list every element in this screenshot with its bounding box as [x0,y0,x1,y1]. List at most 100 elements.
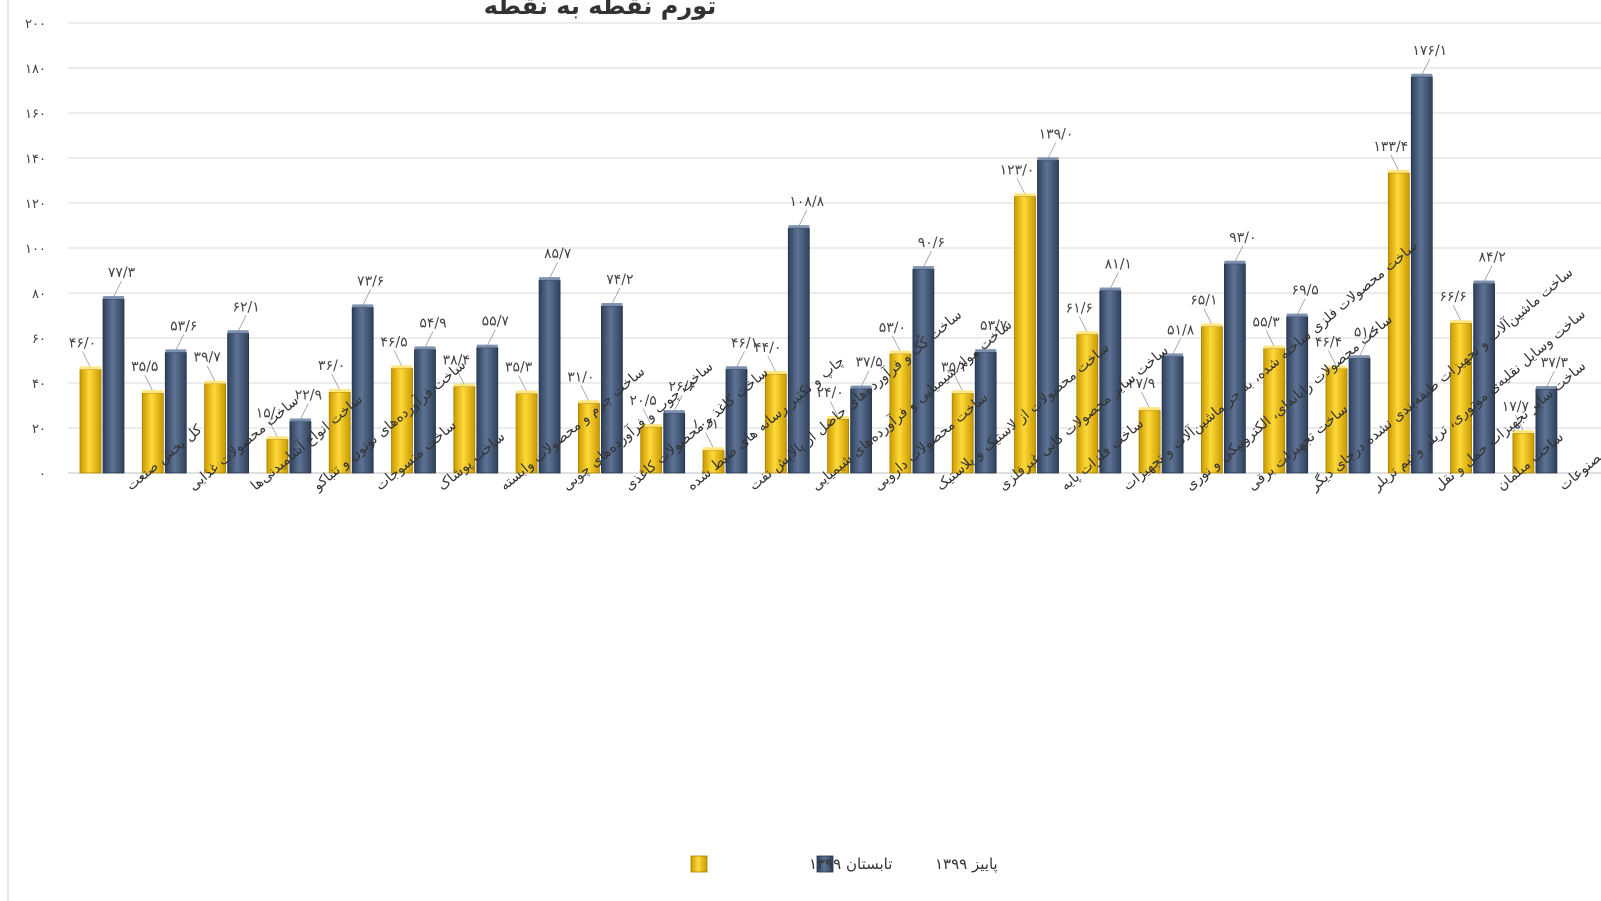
bar-cap [1388,169,1410,173]
data-label: ۵۱/۸ [1167,322,1195,338]
bar-cap [975,349,997,353]
leader-line [486,329,496,346]
data-label: ۶۲/۱ [232,299,259,315]
bar-cap [578,400,600,404]
data-label: ۹۰/۶ [918,235,945,251]
bar-cap [952,390,974,394]
bar-cap [329,389,351,392]
leader-line [1141,392,1150,409]
bar-cap [289,418,311,422]
bar-autumn-1399 [1037,159,1059,474]
y-tick-label: ۱۰۰ [25,242,46,257]
leader-line [1109,272,1119,289]
leader-line [860,370,870,387]
y-tick-label: ۱۶۰ [25,107,46,122]
data-label: ۵۴/۹ [419,315,446,331]
bar-cap [391,365,413,369]
legend-swatch [690,855,708,873]
data-label: ۶۶/۶ [1439,289,1466,305]
data-label: ۲۶/۶ [669,379,696,395]
data-label: ۴۴/۰ [754,340,781,356]
bar-cap [1014,193,1036,197]
bar-cap [827,416,849,419]
bar-cap [204,380,226,384]
data-label: ۴۶/۱ [731,335,758,351]
category-label: ساخت سایر مصنوعات [1556,397,1601,494]
data-label: ۶۱/۶ [1066,300,1093,316]
bar-cap [1349,355,1370,359]
leader-line [1390,154,1400,172]
data-label: ۵۱/۰ [1354,324,1381,340]
data-label: ۳۷/۳ [1541,355,1569,371]
data-label: ۲۴/۰ [816,385,843,401]
y-tick-label: ۶۰ [32,332,46,347]
leader-line [985,333,995,351]
bar-cap [1411,73,1433,77]
leader-line [1172,338,1181,355]
leader-line [331,373,341,391]
leader-line [269,421,278,438]
legend-label: پاییز ۱۳۹۹ [935,855,998,874]
data-label: ۵۳/۰ [879,320,906,336]
y-tick-label: ۱۲۰ [25,197,46,212]
bar-cap [142,390,164,394]
data-label: ۳۷/۵ [855,355,882,371]
bar-cap [476,344,498,348]
data-label: ۵۳/۶ [170,318,197,334]
bar-cap [912,266,934,270]
bar-cap [703,447,724,451]
data-label: ۴۶/۴ [1315,335,1342,351]
leader-line [611,287,621,305]
data-label: ۵۵/۷ [482,314,510,330]
bar-cap [889,350,911,354]
data-label: ۸۱/۱ [1105,257,1132,273]
leader-line [113,280,122,298]
data-label: ۳۶/۰ [318,358,345,374]
bar-cap [352,304,374,308]
data-label: ۳۸/۴ [443,353,470,369]
y-tick-label: ۰ [39,467,46,482]
data-label: ۱۲۳/۰ [1000,162,1035,178]
bar-cap [1162,353,1184,357]
chart-title: تورم نقطه به نقطه [484,0,717,20]
data-label: ۶۵/۱ [1190,293,1217,309]
data-label: ۱۳۳/۴ [1373,139,1408,155]
bar-cap [663,410,685,414]
bar-cap [765,371,787,374]
leader-line [206,365,216,382]
y-tick-label: ۸۰ [32,287,46,302]
bar-cap [414,346,436,350]
leader-line [424,331,434,348]
y-tick-label: ۱۴۰ [25,152,46,167]
data-label: ۸۴/۲ [1478,250,1505,266]
leader-line [829,400,839,418]
data-label: ۵۵/۳ [1253,315,1281,331]
bar-cap [1224,260,1246,264]
leader-line [580,385,590,402]
bar-cap [80,366,101,370]
data-label: ۳۹/۷ [193,350,221,366]
bar-cap [601,303,623,307]
data-label: ۱۷۶/۱ [1412,43,1447,59]
bar-autumn-1399 [102,298,125,474]
leader-line [705,432,714,449]
leader-line [1328,350,1337,367]
data-label: ۲۷/۹ [1128,376,1155,392]
y-tick-label: ۲۰ [32,422,46,437]
legend-swatch [816,855,834,873]
leader-line [1078,316,1088,333]
leader-line [1546,370,1555,388]
data-label: ۱۰۸/۸ [789,194,824,210]
leader-line [1359,340,1368,357]
data-label: ۴۶/۵ [380,334,407,350]
data-label: ۲۰/۵ [630,393,657,409]
bar-cap [726,366,747,370]
bar-cap [539,277,561,281]
bar-cap [1076,331,1098,335]
bar-cap [453,383,475,387]
bar-cap [1099,287,1121,291]
leader-line [549,261,558,279]
leader-line [1265,330,1275,347]
data-labels: ۴۶/۰ ۷۷/۳ ۳۵/۵ ۵۳/۶ ۳۹/۷ ۶۲/۱ ۱۵/۰ ۲۲/۹ ۳۶/۰ ۷۳/۶… [69,43,1569,432]
bar-cap [165,349,187,353]
